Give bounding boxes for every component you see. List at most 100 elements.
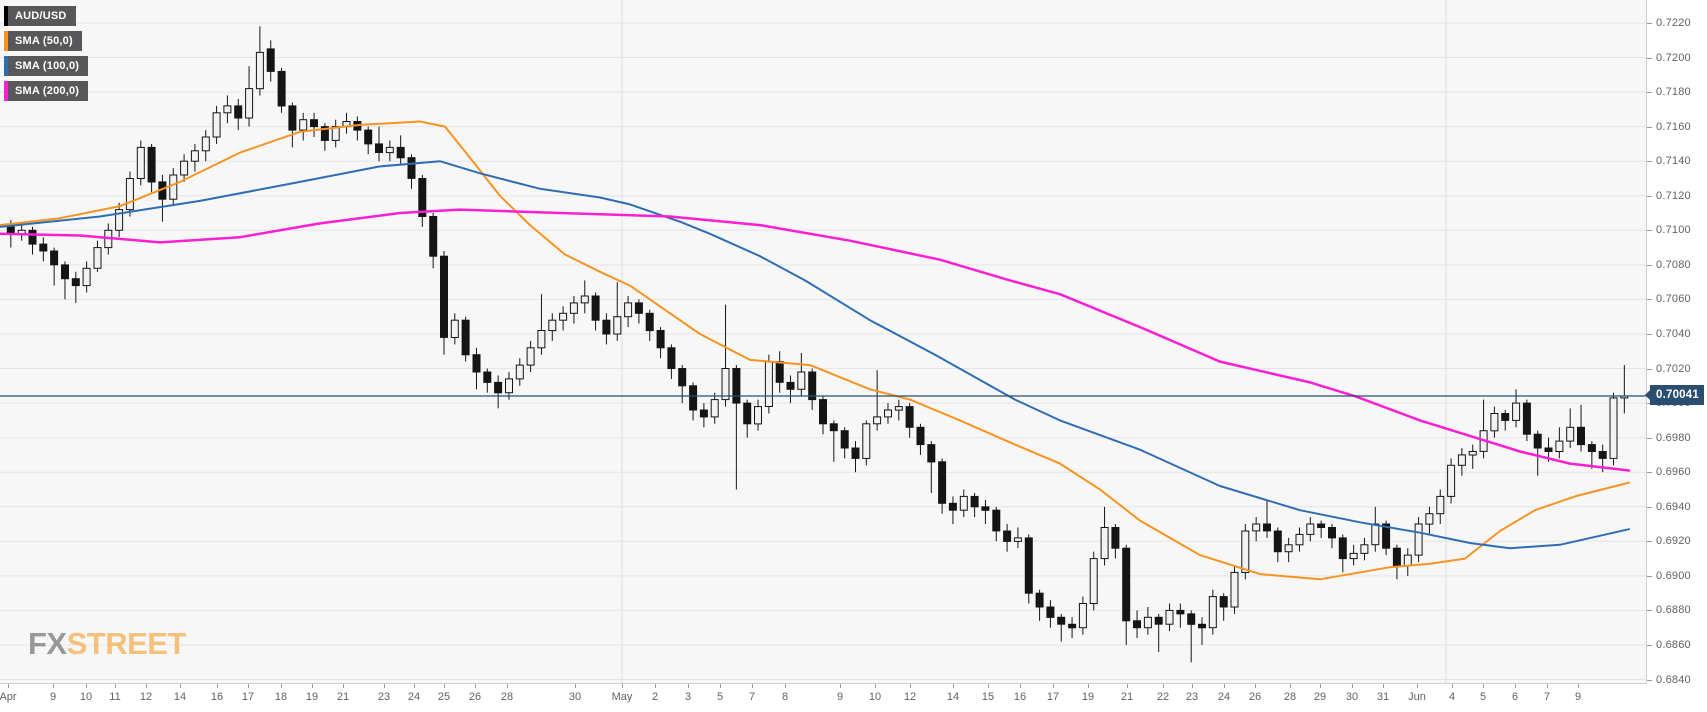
price-axis-label: 0.7060 [1647, 292, 1691, 306]
price-axis-label: 0.7040 [1647, 327, 1691, 341]
axis-tick-mark [475, 684, 476, 688]
time-axis-label: 16 [1013, 691, 1027, 703]
time-axis-label: Jun [1408, 691, 1426, 703]
chart-legend: AUD/USD SMA (50,0) SMA (100,0) SMA (200,… [4, 6, 89, 106]
legend-label: SMA (100,0) [8, 56, 89, 76]
time-axis-label: 2 [651, 691, 659, 703]
axis-tick-mark [688, 684, 689, 688]
time-axis-label: 7 [748, 691, 756, 703]
time-axis-label: 22 [1156, 691, 1170, 703]
axis-tick-mark [1647, 160, 1652, 162]
axis-tick-mark [1383, 684, 1384, 688]
time-axis-label: 30 [1345, 691, 1359, 703]
axis-tick-mark [1515, 684, 1516, 688]
time-axis-label: 18 [274, 691, 288, 703]
axis-tick-mark [1578, 684, 1579, 688]
time-axis-label: 23 [1185, 691, 1199, 703]
time-axis-label: 24 [407, 691, 421, 703]
axis-tick-mark [1647, 195, 1652, 197]
axis-tick-mark [248, 684, 249, 688]
price-axis-label: 0.6840 [1647, 673, 1691, 687]
axis-tick-mark [1320, 684, 1321, 688]
axis-tick-mark [1255, 684, 1256, 688]
time-axis-label: 23 [377, 691, 391, 703]
legend-item-sma200[interactable]: SMA (200,0) [4, 81, 89, 101]
price-axis-label: 0.7020 [1647, 362, 1691, 376]
axis-tick-mark [1647, 471, 1652, 473]
time-axis-label: 21 [336, 691, 350, 703]
axis-tick-mark [312, 684, 313, 688]
price-axis-label: 0.7140 [1647, 154, 1691, 168]
candlestick-chart[interactable] [0, 0, 1647, 684]
time-axis-label: 12 [139, 691, 153, 703]
axis-tick-mark [384, 684, 385, 688]
time-axis-label: 4 [1448, 691, 1456, 703]
time-axis-label: 19 [305, 691, 319, 703]
time-axis-label: 8 [781, 691, 789, 703]
time-axis-label: 17 [1046, 691, 1060, 703]
price-axis-label: 0.6880 [1647, 603, 1691, 617]
time-axis-label: 7 [1543, 691, 1551, 703]
legend-label: SMA (200,0) [8, 81, 89, 101]
axis-tick-mark [1088, 684, 1089, 688]
time-axis-label: 25 [437, 691, 451, 703]
price-axis-label: 0.7120 [1647, 189, 1691, 203]
series-color-swatch [4, 31, 8, 51]
time-axis-label: 19 [1081, 691, 1095, 703]
axis-tick-mark [1053, 684, 1054, 688]
axis-tick-mark [414, 684, 415, 688]
axis-tick-mark [1647, 402, 1652, 404]
price-axis-label: 0.7200 [1647, 51, 1691, 65]
time-axis-label: 5 [716, 691, 724, 703]
time-axis-label: 10 [79, 691, 93, 703]
axis-tick-mark [988, 684, 989, 688]
time-axis-label: 17 [241, 691, 255, 703]
axis-tick-mark [875, 684, 876, 688]
time-axis-label: 29 [1313, 691, 1327, 703]
axis-tick-mark [1647, 644, 1652, 646]
time-axis-label: 5 [1479, 691, 1487, 703]
legend-item-audusd[interactable]: AUD/USD [4, 6, 88, 26]
time-axis-label: 24 [1217, 691, 1231, 703]
axis-tick-mark [575, 684, 576, 688]
axis-tick-mark [1224, 684, 1225, 688]
price-axis-label: 0.7180 [1647, 85, 1691, 99]
axis-tick-mark [281, 684, 282, 688]
axis-tick-mark [1020, 684, 1021, 688]
time-axis-label: 15 [981, 691, 995, 703]
time-axis-label: 10 [868, 691, 882, 703]
axis-tick-mark [785, 684, 786, 688]
axis-tick-mark [1192, 684, 1193, 688]
legend-label: AUD/USD [8, 6, 76, 26]
time-axis-label: 9 [1574, 691, 1582, 703]
axis-tick-mark [343, 684, 344, 688]
axis-tick-mark [444, 684, 445, 688]
axis-tick-mark [720, 684, 721, 688]
time-axis-label: 11 [109, 691, 121, 703]
axis-tick-mark [1647, 333, 1652, 335]
fxstreet-logo-street: STREET [66, 626, 187, 661]
time-axis-label: 9 [836, 691, 844, 703]
price-axis-label: 0.6900 [1647, 569, 1691, 583]
time-axis-label: 26 [468, 691, 482, 703]
axis-tick-mark [1290, 684, 1291, 688]
price-axis-label: 0.7080 [1647, 258, 1691, 272]
axis-tick-mark [1647, 368, 1652, 370]
axis-tick-mark [1483, 684, 1484, 688]
axis-tick-mark [217, 684, 218, 688]
time-axis-label: 14 [946, 691, 960, 703]
legend-item-sma100[interactable]: SMA (100,0) [4, 56, 89, 76]
time-axis-label: Apr [0, 691, 17, 703]
axis-tick-mark [86, 684, 87, 688]
series-color-swatch [4, 81, 8, 101]
price-axis-label: 0.6860 [1647, 638, 1691, 652]
axis-tick-mark [910, 684, 911, 688]
axis-tick-mark [53, 684, 54, 688]
price-axis-label: 0.7160 [1647, 120, 1691, 134]
time-axis-label: 31 [1376, 691, 1390, 703]
axis-tick-mark [1127, 684, 1128, 688]
time-axis-label: 16 [210, 691, 224, 703]
time-axis-label: 6 [1511, 691, 1519, 703]
axis-tick-mark [1647, 91, 1652, 93]
legend-item-sma50[interactable]: SMA (50,0) [4, 31, 88, 51]
